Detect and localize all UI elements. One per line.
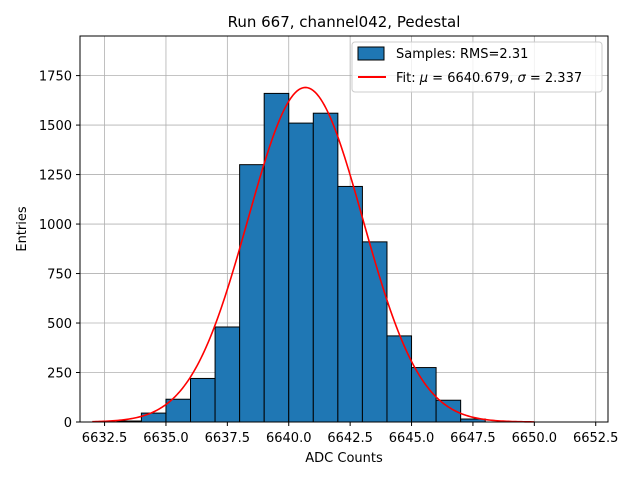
legend-fit-sigma-value: = 2.337 — [526, 71, 582, 86]
y-axis-ticks: 0 250 500 750 1000 1250 1500 1750 — [39, 70, 80, 431]
histogram-bar — [361, 241, 388, 423]
x-tick-label: 6635.0 — [143, 431, 189, 446]
y-axis-label: Entries — [15, 206, 30, 252]
x-tick-label: 6642.5 — [327, 431, 373, 446]
histogram-bar — [263, 92, 290, 423]
x-tick-label: 6645.0 — [389, 431, 435, 446]
legend-box — [351, 41, 603, 93]
legend-fit-sigma-symbol: σ — [518, 71, 527, 86]
x-axis-ticks: 6632.5 6635.0 6637.5 6640.0 6642.5 6645.0 6647… — [82, 422, 619, 446]
x-tick-label: 6637.5 — [205, 431, 251, 446]
legend-fit-mu-symbol: μ — [419, 71, 428, 86]
y-tick-label: 1750 — [39, 70, 72, 85]
histogram-bar — [411, 367, 437, 423]
y-tick-label: 1000 — [39, 218, 72, 233]
x-tick-label: 6650.0 — [512, 431, 558, 446]
x-tick-label: 6647.5 — [450, 431, 496, 446]
legend-fit-prefix: Fit: — [396, 71, 420, 86]
x-axis-label: ADC Counts — [305, 451, 383, 466]
legend-fit-mu-value: = 6640.679, — [428, 71, 517, 86]
histogram-bar — [337, 185, 363, 423]
y-tick-label: 0 — [64, 416, 72, 431]
x-tick-label: 6640.0 — [266, 431, 312, 446]
histogram-bar — [214, 326, 241, 423]
histogram-bars — [116, 92, 486, 423]
y-tick-label: 750 — [47, 268, 72, 283]
histogram-bar — [288, 122, 314, 423]
histogram-bar — [312, 112, 339, 423]
y-tick-label: 500 — [47, 317, 72, 332]
plot-frame — [79, 35, 609, 423]
y-tick-label: 250 — [47, 367, 72, 382]
y-tick-label: 1250 — [39, 169, 72, 184]
histogram-bar — [190, 377, 216, 423]
legend: Samples: RMS=2.31 Fit: μ = 6640.679, σ =… — [351, 41, 603, 93]
fit-curve — [92, 86, 535, 423]
legend-fit-label: Fit: μ = 6640.679, σ = 2.337 — [396, 71, 582, 86]
legend-histogram-swatch — [357, 46, 385, 61]
x-tick-label: 6632.5 — [82, 431, 128, 446]
chart-title: Run 667, channel042, Pedestal — [228, 13, 461, 31]
histogram-bar — [386, 335, 413, 423]
legend-histogram-label: Samples: RMS=2.31 — [396, 47, 528, 62]
x-tick-label: 6652.5 — [573, 431, 619, 446]
y-tick-label: 1500 — [39, 119, 72, 134]
